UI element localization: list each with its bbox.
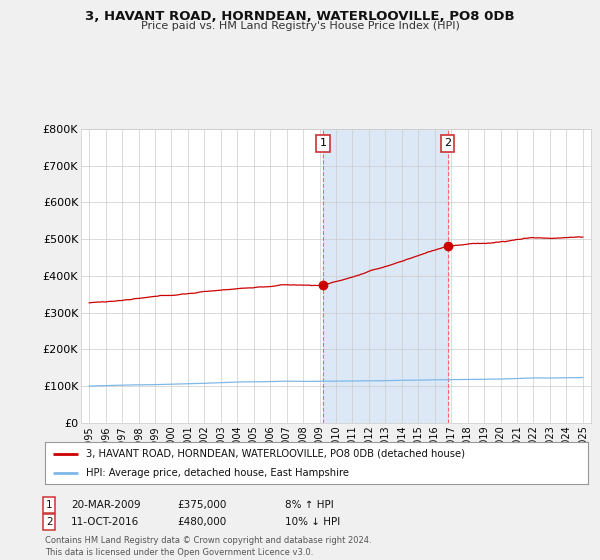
Text: 2: 2	[46, 517, 53, 527]
Text: 8% ↑ HPI: 8% ↑ HPI	[285, 500, 334, 510]
Text: 11-OCT-2016: 11-OCT-2016	[71, 517, 139, 527]
Text: HPI: Average price, detached house, East Hampshire: HPI: Average price, detached house, East…	[86, 468, 349, 478]
Text: 3, HAVANT ROAD, HORNDEAN, WATERLOOVILLE, PO8 0DB (detached house): 3, HAVANT ROAD, HORNDEAN, WATERLOOVILLE,…	[86, 449, 465, 459]
Text: 1: 1	[46, 500, 53, 510]
Text: Price paid vs. HM Land Registry's House Price Index (HPI): Price paid vs. HM Land Registry's House …	[140, 21, 460, 31]
Text: 1: 1	[320, 138, 326, 148]
Text: 3, HAVANT ROAD, HORNDEAN, WATERLOOVILLE, PO8 0DB: 3, HAVANT ROAD, HORNDEAN, WATERLOOVILLE,…	[85, 10, 515, 23]
Text: 2: 2	[444, 138, 451, 148]
Text: Contains HM Land Registry data © Crown copyright and database right 2024.
This d: Contains HM Land Registry data © Crown c…	[45, 536, 371, 557]
Text: £480,000: £480,000	[177, 517, 226, 527]
Text: 20-MAR-2009: 20-MAR-2009	[71, 500, 140, 510]
Text: 10% ↓ HPI: 10% ↓ HPI	[285, 517, 340, 527]
Bar	[323, 129, 448, 423]
Text: £375,000: £375,000	[177, 500, 226, 510]
